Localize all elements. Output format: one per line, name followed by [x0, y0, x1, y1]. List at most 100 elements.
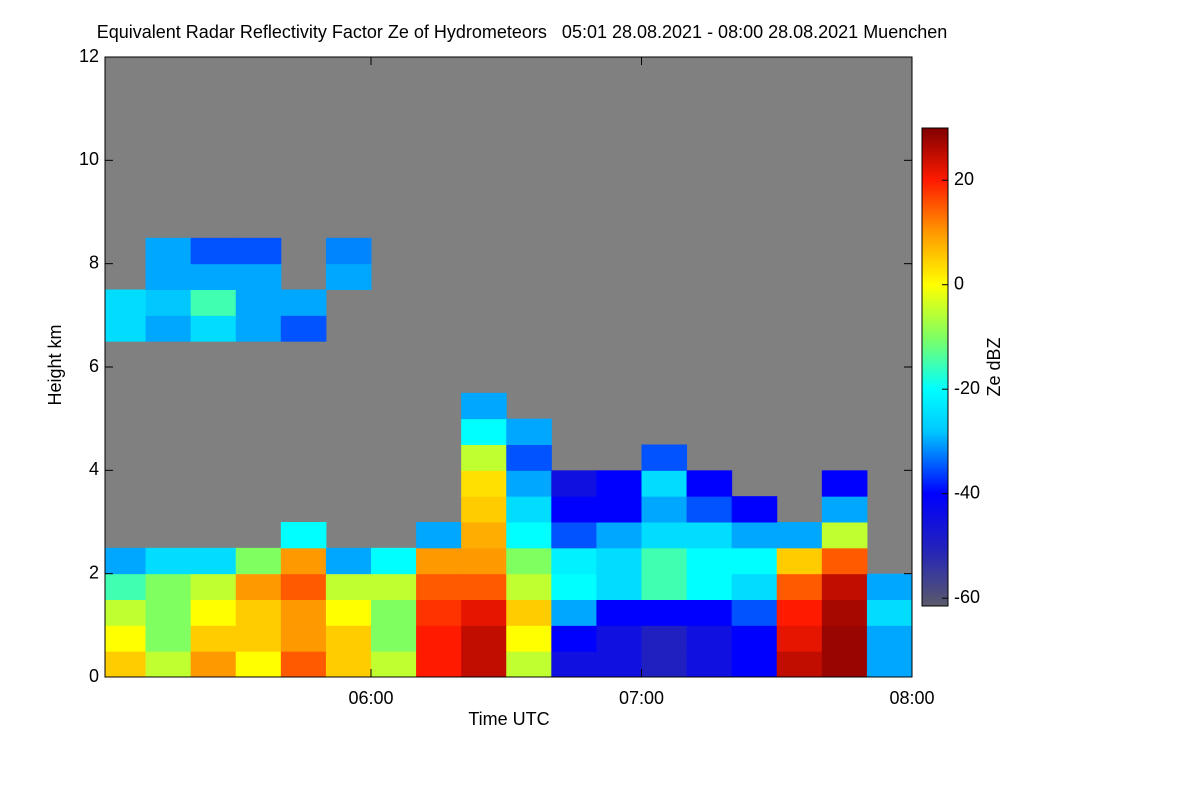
- heatmap-cell: [821, 470, 868, 497]
- heatmap-cell: [105, 547, 147, 575]
- heatmap-cell: [461, 496, 507, 523]
- heatmap-cell: [506, 651, 552, 677]
- heatmap-cell: [596, 496, 642, 523]
- heatmap-cell: [506, 547, 552, 575]
- heatmap-cell: [461, 470, 507, 497]
- heatmap-cell: [551, 625, 597, 652]
- heatmap-cell: [866, 599, 912, 626]
- heatmap-cell: [641, 547, 688, 575]
- heatmap-cell: [105, 289, 147, 316]
- heatmap-cell: [551, 573, 597, 600]
- colorbar: [921, 127, 949, 607]
- heatmap-cell: [416, 547, 462, 575]
- heatmap-cell: [731, 496, 778, 523]
- heatmap-cell: [325, 651, 372, 677]
- x-tick-label: 08:00: [889, 688, 934, 708]
- heatmap-cell: [145, 237, 192, 265]
- heatmap-cell: [145, 289, 192, 316]
- heatmap-cell: [235, 573, 282, 600]
- heatmap-cell: [145, 625, 192, 652]
- heatmap-cell: [461, 573, 507, 600]
- heatmap-cell: [416, 651, 462, 677]
- heatmap-cell: [641, 444, 688, 471]
- heatmap-cell: [506, 496, 552, 523]
- heatmap-cell: [461, 392, 507, 420]
- heatmap-cell: [596, 470, 642, 497]
- heatmap-cell: [235, 599, 282, 626]
- heatmap-cell: [866, 651, 912, 677]
- heatmap-cell: [821, 547, 868, 575]
- heatmap-cell: [641, 625, 688, 652]
- heatmap-cell: [731, 522, 778, 549]
- heatmap-cell: [641, 573, 688, 600]
- x-tick-label: 07:00: [619, 688, 664, 708]
- heatmap-cell: [731, 625, 778, 652]
- heatmap-cell: [686, 599, 733, 626]
- y-tick-label: 2: [89, 562, 99, 582]
- heatmap-cell: [235, 547, 282, 575]
- heatmap-cell: [776, 651, 823, 677]
- heatmap-cell: [596, 651, 642, 677]
- heatmap-cell: [461, 418, 507, 445]
- heatmap-cell: [190, 289, 237, 316]
- heatmap-cell: [235, 315, 282, 342]
- heatmap-cell: [235, 651, 282, 677]
- heatmap-cell: [190, 573, 237, 600]
- heatmap-cell: [235, 625, 282, 652]
- heatmap-cell: [416, 625, 462, 652]
- heatmap-cell: [325, 599, 372, 626]
- heatmap-cell: [866, 573, 912, 600]
- heatmap-cell: [686, 470, 733, 497]
- colorbar-tick-label: -60: [954, 587, 980, 607]
- heatmap-cell: [686, 651, 733, 677]
- y-tick-label: 6: [89, 356, 99, 376]
- heatmap-cell: [686, 547, 733, 575]
- y-tick-label: 0: [89, 666, 99, 686]
- heatmap-cell: [190, 651, 237, 677]
- heatmap-cell: [776, 599, 823, 626]
- y-tick-label: 8: [89, 252, 99, 272]
- heatmap-cell: [235, 289, 282, 316]
- heatmap-cell: [145, 315, 192, 342]
- heatmap-cell: [641, 651, 688, 677]
- heatmap-cell: [596, 625, 642, 652]
- heatmap-cell: [280, 599, 327, 626]
- heatmap-cell: [686, 522, 733, 549]
- heatmap-cell: [731, 651, 778, 677]
- heatmap-cell: [506, 599, 552, 626]
- axes: 0 2 4 6 8 10 12 06:00 07:00 08:00 20 0 -20 -40 -60: [79, 46, 980, 708]
- heatmap-cell: [596, 522, 642, 549]
- heatmap-cell: [506, 573, 552, 600]
- heatmap-cell: [641, 470, 688, 497]
- heatmap-cell: [776, 547, 823, 575]
- heatmap-cell: [105, 651, 147, 677]
- heatmap-cell: [105, 315, 147, 342]
- heatmap-cell: [551, 470, 597, 497]
- heatmap-cell: [370, 547, 417, 575]
- heatmap-cell: [105, 625, 147, 652]
- heatmap-cell: [641, 496, 688, 523]
- heatmap-cell: [280, 547, 327, 575]
- heatmap-cell: [416, 573, 462, 600]
- heatmap-cell: [596, 573, 642, 600]
- heatmap-cell: [325, 573, 372, 600]
- heatmap-cell: [280, 522, 327, 549]
- y-tick-label: 10: [79, 149, 99, 169]
- heatmap-cell: [551, 651, 597, 677]
- heatmap-cell: [280, 289, 327, 316]
- heatmap-cell: [235, 237, 282, 265]
- y-tick-label: 4: [89, 459, 99, 479]
- heatmap-cell: [461, 625, 507, 652]
- heatmap-cell: [776, 522, 823, 549]
- heatmap-cell: [280, 573, 327, 600]
- chart-title: Equivalent Radar Reflectivity Factor Ze …: [97, 22, 948, 42]
- heatmap-cell: [506, 522, 552, 549]
- heatmap-cell: [145, 263, 192, 290]
- heatmap-cell: [190, 237, 237, 265]
- heatmap-cell: [416, 599, 462, 626]
- heatmap-cell: [866, 625, 912, 652]
- heatmap-cell: [190, 547, 237, 575]
- heatmap-cell: [280, 625, 327, 652]
- heatmap-cell: [686, 625, 733, 652]
- y-tick-label: 12: [79, 46, 99, 66]
